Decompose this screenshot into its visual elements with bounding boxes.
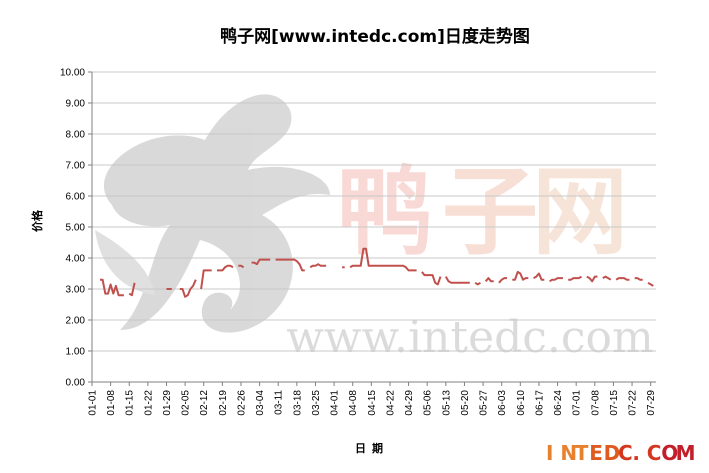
- series-line-segment: [421, 271, 442, 286]
- series-line-segment: [238, 264, 245, 269]
- watermark: [95, 94, 330, 333]
- x-tick-label: 05-27: [479, 390, 490, 416]
- series-line-segment: [484, 277, 494, 283]
- x-tick-label: 07-15: [609, 390, 620, 416]
- series-line-segment: [615, 277, 630, 281]
- footer-logo-char: E: [589, 441, 603, 465]
- y-tick-label: 4.00: [66, 254, 86, 265]
- series-line-segment: [200, 269, 212, 290]
- y-tick-label: 5.00: [66, 223, 86, 234]
- x-tick-label: 02-26: [236, 390, 247, 416]
- x-tick-label: 04-15: [367, 390, 378, 416]
- x-tick-label: 04-01: [330, 390, 341, 416]
- x-tick-label: 01-01: [88, 390, 99, 416]
- x-tick-label: 07-29: [646, 390, 657, 416]
- series-line-segment: [444, 276, 470, 284]
- x-axis-ticks: 01-01 01-08 01-15 01-22 01-29 02-05 02-12 02-19…: [88, 382, 657, 416]
- series-line-segment: [275, 258, 305, 272]
- x-tick-label: 04-22: [385, 390, 396, 416]
- x-tick-label: 05-20: [460, 390, 471, 416]
- watermark-chars: 鸭子网: [337, 155, 628, 268]
- y-tick-label: 7.00: [66, 161, 86, 172]
- watermark-char: 网: [532, 155, 628, 268]
- y-tick-label: 8.00: [66, 130, 86, 141]
- x-tick-label: 06-24: [553, 390, 564, 416]
- y-tick-label: 1.00: [66, 347, 86, 358]
- x-tick-label: 03-04: [255, 390, 266, 416]
- series-line-segment: [549, 277, 563, 283]
- series-line-segment: [634, 277, 643, 281]
- y-tick-label: 6.00: [66, 192, 86, 203]
- y-tick-label: 10.00: [60, 68, 85, 79]
- series-line-segment: [568, 275, 582, 281]
- footer-logo-char: .: [632, 441, 640, 465]
- footer-logo-char: C: [647, 441, 662, 465]
- footer-logo: I NT E DC. C OM: [546, 441, 696, 465]
- footer-logo-char: T: [575, 441, 589, 465]
- y-axis-label: 价格: [30, 209, 44, 232]
- series-line-segment: [586, 275, 598, 283]
- footer-logo-char: N: [560, 441, 577, 465]
- watermark-duck-logo: [103, 94, 330, 333]
- series-line-segment: [349, 247, 417, 272]
- footer-logo-char: I: [546, 441, 553, 465]
- x-tick-label: 03-18: [292, 390, 303, 416]
- series-line-segment: [128, 282, 136, 297]
- y-tick-label: 3.00: [66, 285, 86, 296]
- x-tick-label: 07-08: [590, 390, 601, 416]
- price-series: [100, 247, 654, 298]
- y-tick-label: 9.00: [66, 99, 86, 110]
- x-tick-label: 04-08: [348, 390, 359, 416]
- series-line-segment: [217, 264, 234, 272]
- x-tick-label: 05-06: [423, 390, 434, 416]
- watermark-char: 子: [442, 155, 538, 268]
- x-tick-label: 01-08: [106, 390, 117, 416]
- x-tick-label: 01-22: [143, 390, 154, 416]
- x-tick-label: 02-12: [199, 390, 210, 416]
- y-tick-label: 0.00: [66, 378, 86, 389]
- y-tick-label: 2.00: [66, 316, 86, 327]
- x-tick-label: 06-10: [516, 390, 527, 416]
- x-tick-label: 06-17: [534, 390, 545, 416]
- series-line-segment: [100, 278, 124, 297]
- y-axis-ticks: 0.00 1.00 2.00 3.00 4.00 5.00 6.00 7.00 8.00 9.00…: [60, 68, 92, 389]
- footer-logo-char: O: [661, 441, 678, 465]
- series-line-segment: [512, 270, 529, 281]
- x-tick-label: 06-03: [497, 390, 508, 416]
- x-tick-label: 07-01: [572, 390, 583, 416]
- series-line-segment: [647, 281, 654, 287]
- footer-logo-char: M: [676, 441, 696, 465]
- x-axis-label: 日期: [355, 441, 389, 455]
- footer-logo-char: D: [604, 441, 621, 465]
- x-tick-label: 07-22: [628, 390, 639, 416]
- footer-logo-char: C: [618, 441, 633, 465]
- x-tick-label: 01-29: [162, 390, 173, 416]
- x-tick-label: 02-19: [218, 390, 229, 416]
- gridlines: [92, 71, 656, 352]
- x-tick-label: 05-13: [441, 390, 452, 416]
- x-tick-label: 03-11: [274, 390, 285, 415]
- series-line-segment: [179, 279, 197, 298]
- x-tick-label: 03-25: [311, 390, 322, 416]
- series-line-segment: [498, 277, 507, 284]
- series-line-segment: [474, 281, 481, 286]
- series-line-segment: [602, 275, 612, 281]
- series-line-segment: [251, 258, 271, 266]
- x-tick-label: 04-29: [404, 390, 415, 416]
- x-tick-label: 01-15: [125, 390, 136, 416]
- watermark-duck-wing: [95, 230, 155, 295]
- series-line-segment: [309, 263, 327, 269]
- watermark-char: 鸭: [337, 155, 433, 268]
- series-line-segment: [533, 272, 545, 281]
- x-tick-label: 02-05: [181, 390, 192, 416]
- chart-title: 鸭子网[www.intedc.com]日度走势图: [220, 26, 530, 47]
